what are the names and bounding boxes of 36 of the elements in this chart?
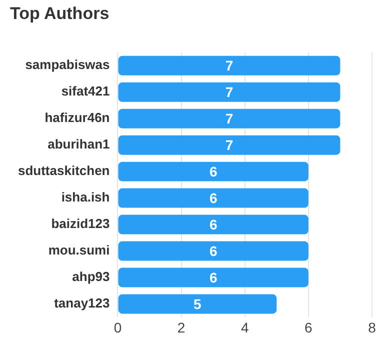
x-tick-label: 4 <box>240 319 249 336</box>
data-label: 6 <box>209 216 218 232</box>
data-label: 6 <box>209 269 218 286</box>
data-label: 6 <box>209 190 218 206</box>
bar <box>118 56 340 76</box>
y-tick-label: sifat421 <box>61 84 110 99</box>
bar <box>118 162 308 182</box>
y-tick-label: hafizur46n <box>44 110 110 126</box>
y-tick-label: sampabiswas <box>25 57 110 72</box>
x-tick-label: 0 <box>114 319 122 336</box>
data-label: 7 <box>225 84 234 100</box>
data-label: 6 <box>209 242 218 259</box>
y-tick-label: baizid123 <box>51 216 110 232</box>
bar <box>118 108 340 128</box>
x-tick-label: 2 <box>177 319 186 336</box>
bar <box>118 82 340 102</box>
data-label: 5 <box>194 296 202 312</box>
data-label: 7 <box>225 110 234 126</box>
bar <box>118 241 308 261</box>
data-label: 7 <box>225 58 234 74</box>
data-label: 7 <box>225 136 234 153</box>
bar <box>118 135 340 155</box>
y-tick-label: sduttaskitchen <box>18 163 110 178</box>
x-tick-label: 6 <box>304 319 313 336</box>
y-tick-label: tanay123 <box>54 296 110 311</box>
y-tick-label: mou.sumi <box>48 242 110 258</box>
bar <box>118 294 277 314</box>
y-tick-label: ahp93 <box>72 269 110 284</box>
bar <box>118 268 308 288</box>
y-tick-label: isha.ish <box>61 190 110 205</box>
y-tick-label: aburihan1 <box>48 136 110 152</box>
bar <box>118 214 308 234</box>
data-label: 6 <box>209 163 218 180</box>
x-tick-label: 8 <box>368 319 376 336</box>
bar <box>118 188 308 208</box>
chart-title: Top Authors <box>10 4 110 23</box>
